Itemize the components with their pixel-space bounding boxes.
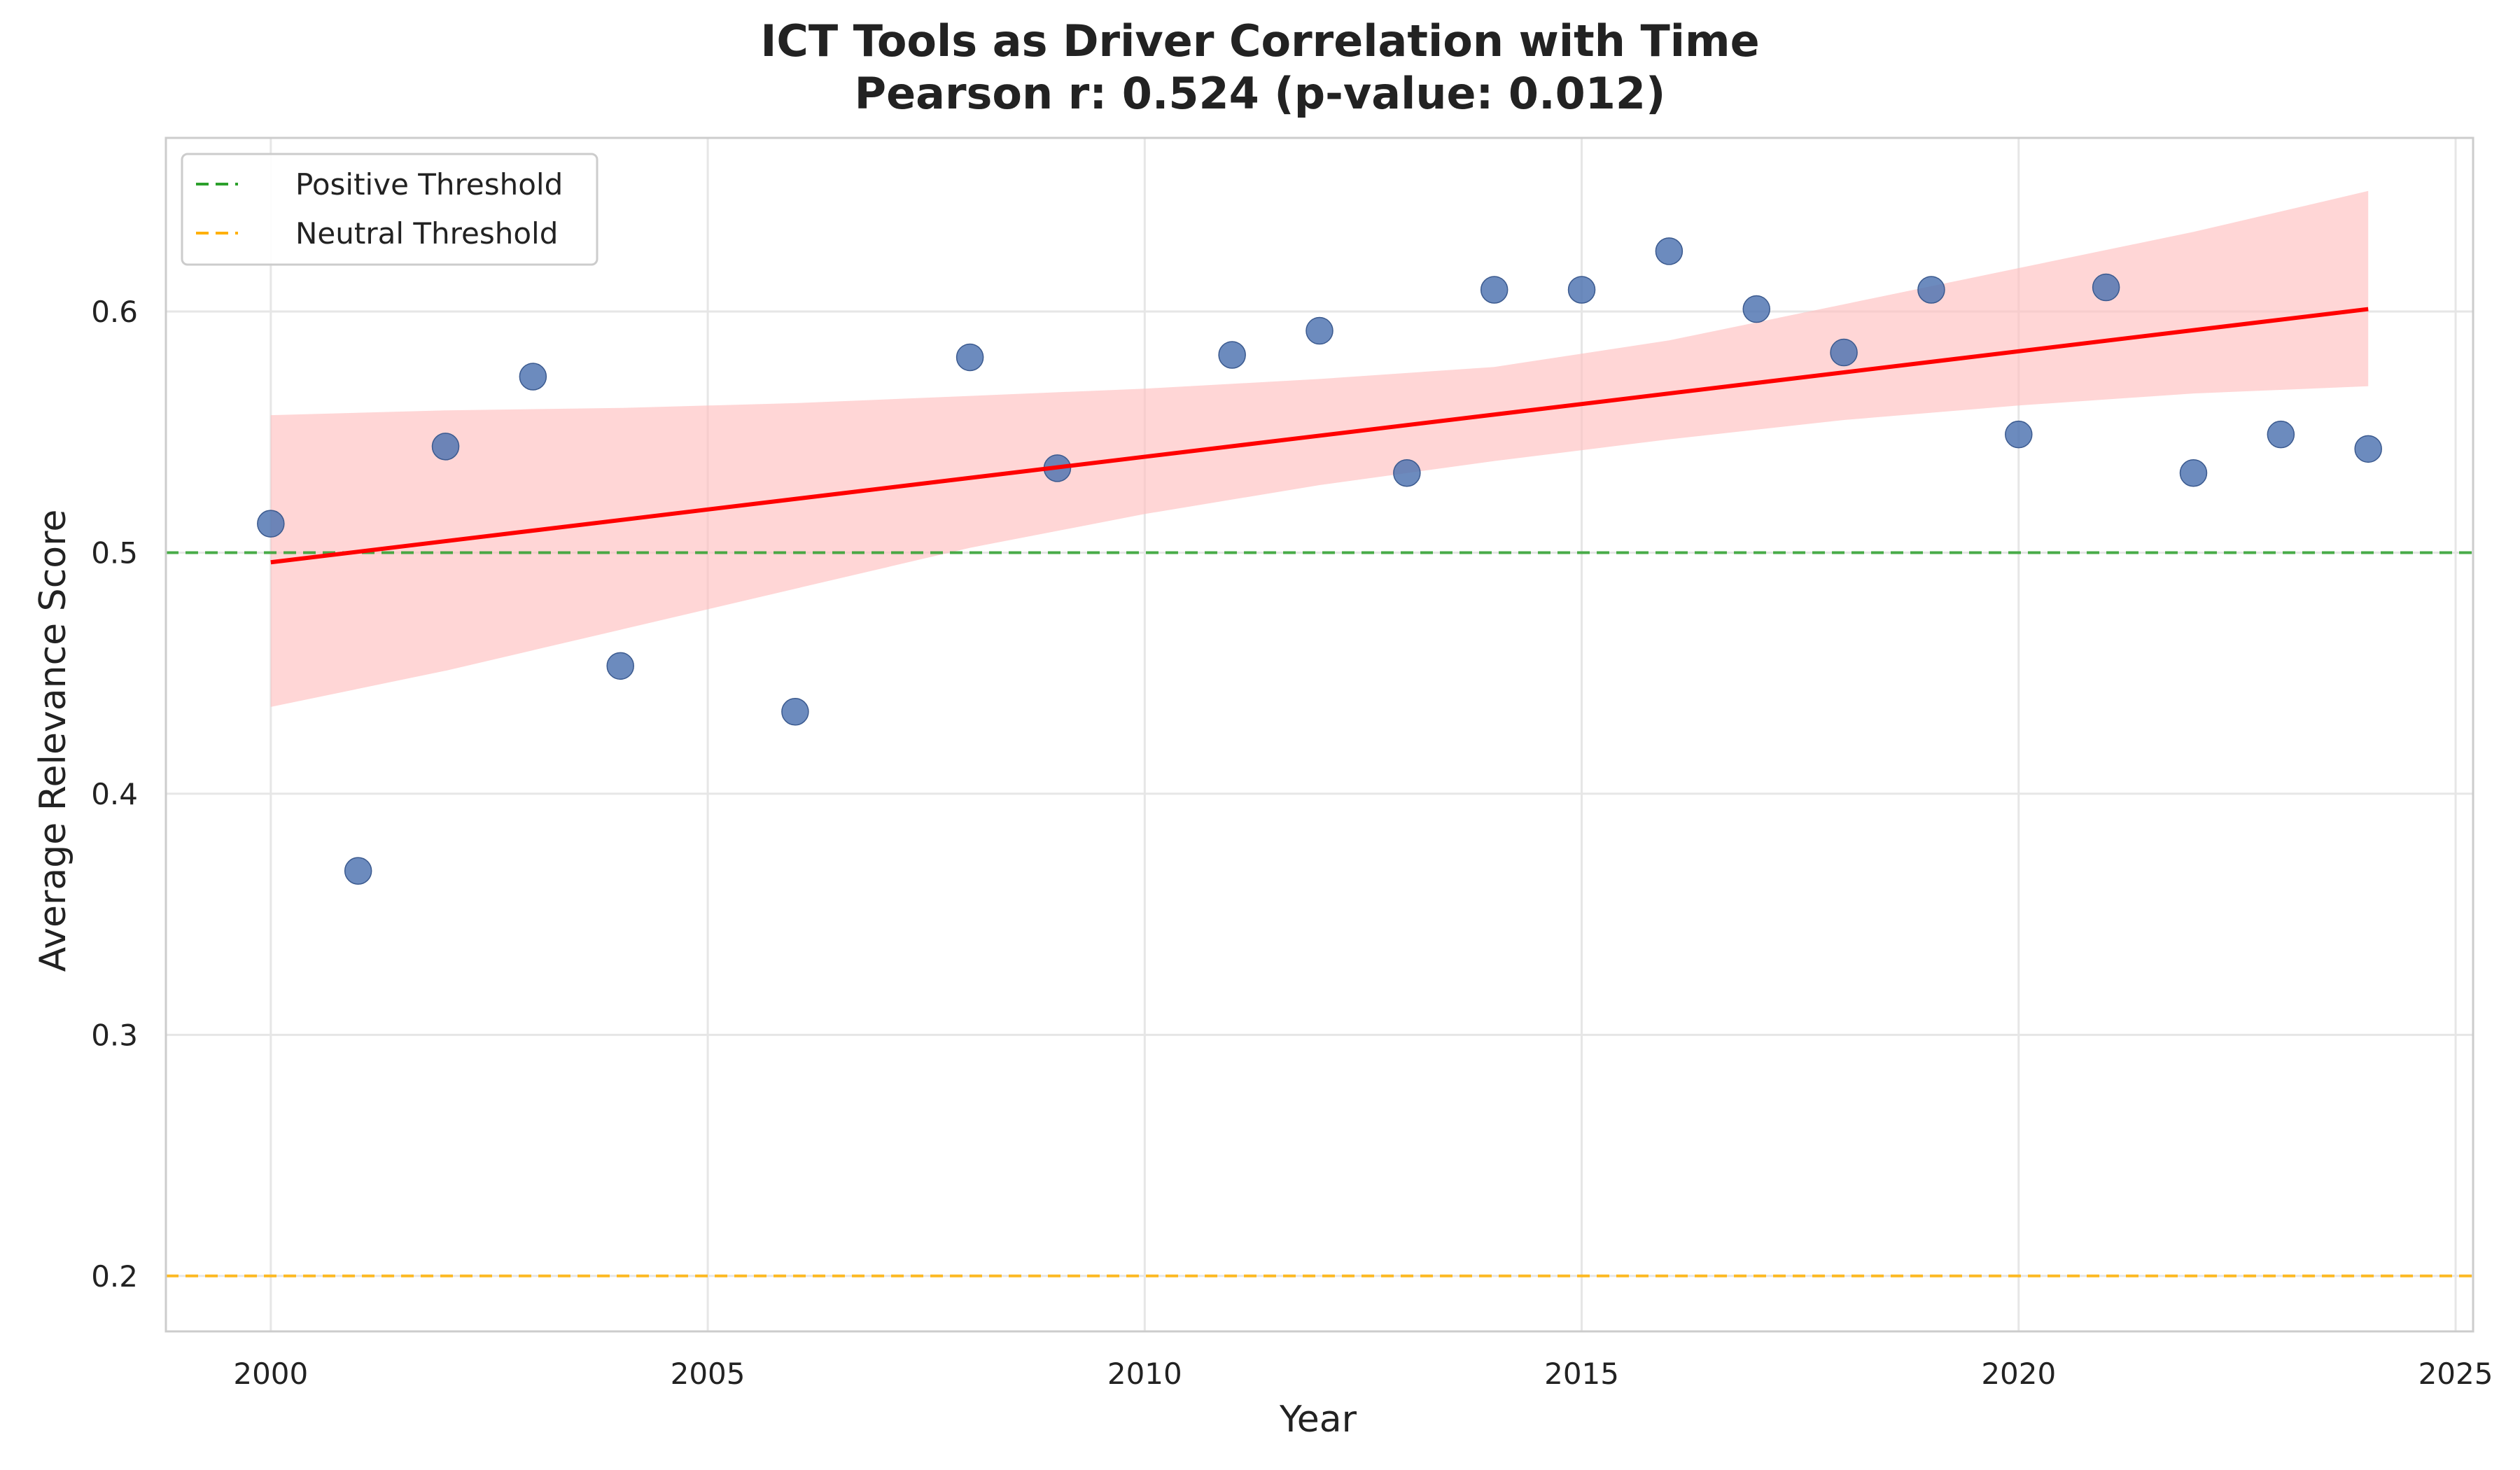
x-tick-label: 2025 — [2418, 1357, 2493, 1391]
confidence-band — [270, 190, 2369, 707]
regression-layer — [270, 307, 2369, 565]
legend-box — [181, 153, 598, 266]
x-tick-label: 2015 — [1544, 1357, 1619, 1391]
data-point — [1480, 276, 1508, 304]
data-point — [1742, 295, 1770, 323]
y-tick-labels: 0.2 0.3 0.4 0.5 0.6 — [91, 295, 138, 1294]
data-point — [344, 857, 372, 885]
data-point — [519, 363, 547, 391]
data-point — [606, 652, 634, 680]
y-tick-label: 0.4 — [91, 777, 138, 811]
plot-frame — [164, 136, 2474, 1333]
data-point — [2179, 459, 2208, 487]
y-tick-label: 0.3 — [91, 1018, 138, 1052]
legend-label: Positive Threshold — [295, 167, 563, 202]
x-tick-label: 2000 — [233, 1357, 308, 1391]
y-tick-label: 0.6 — [91, 295, 138, 329]
y-tick-label: 0.2 — [91, 1259, 138, 1294]
data-point — [1655, 237, 1684, 265]
data-point — [1393, 459, 1421, 487]
data-point — [2092, 273, 2120, 302]
threshold-lines — [166, 551, 2473, 1278]
y-tick-label: 0.5 — [91, 536, 138, 570]
x-tick-label: 2020 — [1981, 1357, 2056, 1391]
legend-label: Neutral Threshold — [295, 216, 558, 251]
confidence-band-layer — [270, 190, 2369, 707]
x-tick-labels: 2000 2005 2010 2015 2020 2025 — [233, 1357, 2493, 1391]
data-point — [431, 433, 460, 461]
scatter-points — [257, 237, 2382, 885]
x-tick-label: 2005 — [671, 1357, 746, 1391]
y-axis-label: Average Relevance Score — [32, 510, 74, 972]
data-point — [2267, 420, 2295, 449]
data-point — [1830, 338, 1858, 367]
chart-subtitle: Pearson r: 0.524 (p-value: 0.012) — [855, 68, 1666, 119]
data-point — [1306, 316, 1334, 345]
data-point — [781, 698, 809, 726]
x-tick-label: 2010 — [1107, 1357, 1182, 1391]
data-point — [2354, 435, 2382, 463]
x-axis-label: Year — [1279, 1399, 1357, 1441]
data-point — [1567, 276, 1596, 304]
data-point — [1218, 341, 1246, 369]
data-point — [257, 510, 285, 538]
data-point — [2005, 420, 2033, 449]
regression-line — [270, 307, 2369, 565]
data-point — [1917, 276, 1945, 304]
legend: Positive Threshold Neutral Threshold — [181, 153, 598, 266]
chart-title: ICT Tools as Driver Correlation with Tim… — [760, 15, 1759, 66]
data-point — [955, 343, 984, 372]
